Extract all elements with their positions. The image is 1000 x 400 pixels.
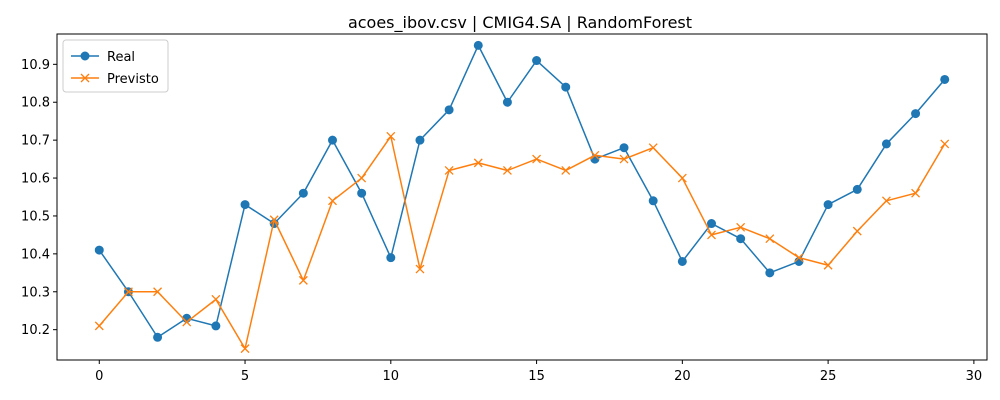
x-axis: 0 5 10 15 20 25 30 [95,360,982,384]
data-point-real [386,253,396,263]
data-point-previsto [852,226,862,236]
y-tick-label: 10.6 [21,172,50,187]
x-tick-label: 10 [383,369,400,384]
data-point-previsto [357,173,367,183]
data-point-real [677,256,687,266]
data-point-previsto [123,287,133,297]
data-point-previsto [677,173,687,183]
y-axis: 10.2 10.3 10.4 10.5 10.6 10.7 10.8 10.9 [21,58,57,338]
data-point-real [765,268,775,278]
y-tick-label: 10.4 [21,247,50,262]
data-point-previsto [619,154,629,164]
legend-label-real: Real [107,50,135,65]
y-tick-label: 10.9 [21,58,50,73]
y-tick-label: 10.8 [21,96,50,111]
data-point-previsto [648,143,658,153]
series-line-previsto [98,135,946,350]
data-point-real [648,196,658,206]
x-tick-label: 25 [820,369,837,384]
data-point-previsto [561,166,571,175]
data-point-real [153,332,163,342]
data-point-real [444,105,454,115]
data-point-previsto [240,344,250,354]
data-point-real [211,321,221,331]
x-tick-label: 30 [966,369,983,384]
series-real [94,40,950,342]
x-tick-label: 0 [95,369,103,384]
data-point-previsto [502,166,512,175]
legend-entry-real: Real [71,50,135,65]
data-point-previsto [911,188,921,198]
chart-title: acoes_ibov.csv | CMIG4.SA | RandomForest [348,13,692,33]
data-point-previsto [823,260,833,270]
plot-area [56,33,988,361]
data-point-real [94,245,104,255]
data-point-previsto [153,287,163,297]
data-point-real [881,139,891,149]
data-point-real [736,234,746,244]
data-point-real [240,200,250,210]
data-point-previsto [298,275,308,285]
data-point-real [911,109,921,119]
data-point-previsto [94,321,104,331]
legend-marker-previsto [80,73,90,83]
data-point-previsto [940,139,950,149]
y-tick-label: 10.2 [21,323,50,338]
x-tick-label: 15 [528,369,545,384]
data-point-real [415,135,425,145]
data-point-previsto [881,196,891,206]
series-layer [94,40,950,354]
data-point-real [706,219,716,229]
data-point-real [532,56,542,66]
data-point-real [298,188,308,198]
data-point-previsto [444,166,454,175]
data-point-real [502,97,512,107]
data-point-real [852,184,862,194]
data-point-real [940,74,950,84]
x-tick-label: 20 [674,369,691,384]
data-point-previsto [473,158,483,168]
data-point-real [561,82,571,92]
y-tick-label: 10.3 [21,285,50,300]
data-point-real [328,135,338,145]
data-point-previsto [182,317,192,327]
data-point-previsto [765,234,775,244]
data-point-real [357,188,367,198]
data-point-previsto [707,230,716,240]
data-point-previsto [532,154,542,164]
data-point-previsto [328,196,337,206]
data-point-previsto [386,131,396,141]
data-point-real [619,143,629,153]
data-point-real [473,40,483,50]
data-point-previsto [415,264,425,274]
legend-box [62,39,169,93]
legend-marker-real [80,51,90,61]
data-point-real [823,200,833,210]
data-point-previsto [590,150,600,160]
legend: Real Previsto [62,39,169,93]
legend-entry-previsto: Previsto [71,72,159,87]
y-tick-label: 10.5 [21,209,50,224]
series-line-real [98,44,946,339]
legend-label-previsto: Previsto [107,72,159,87]
data-point-previsto [211,294,221,304]
data-point-previsto [794,253,804,263]
series-previsto [94,131,950,354]
x-tick-label: 5 [241,369,249,384]
data-point-previsto [736,222,746,232]
data-point-previsto [269,215,279,225]
y-tick-label: 10.7 [21,134,50,149]
